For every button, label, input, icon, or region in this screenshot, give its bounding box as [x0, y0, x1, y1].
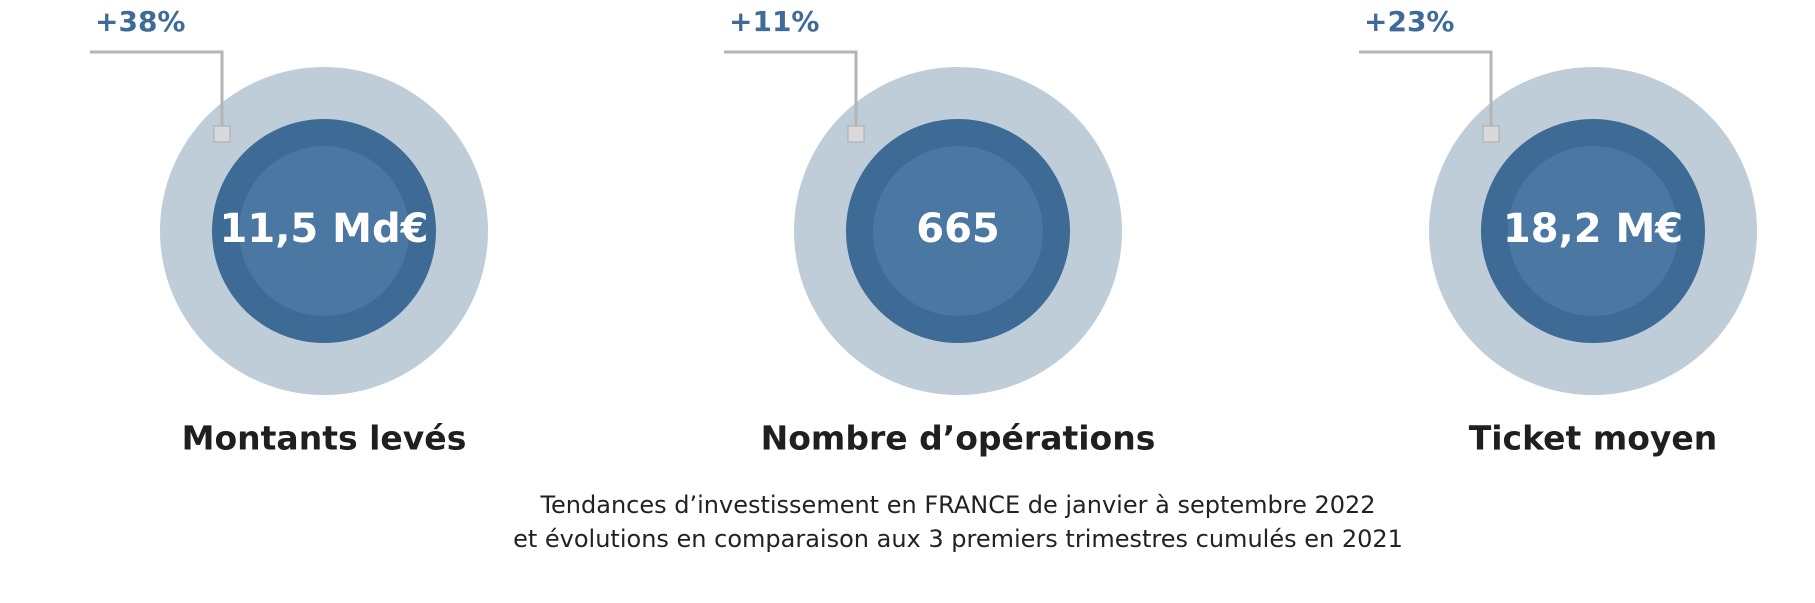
- kpi: +38% 11,5 Md€ Montants levés: [90, 5, 488, 458]
- kpi-value: 18,2 M€: [1503, 206, 1683, 252]
- marker: [213, 125, 231, 143]
- marker: [847, 125, 865, 143]
- kpi: +11% 665 Nombre d’opérations: [724, 5, 1155, 458]
- inner-disc: [873, 146, 1043, 316]
- caption-line: et évolutions en comparaison aux 3 premi…: [513, 525, 1403, 553]
- leader-line: [90, 50, 224, 126]
- marker: [1482, 125, 1500, 143]
- kpi-label: Montants levés: [182, 419, 467, 458]
- change-label: +38%: [95, 5, 185, 38]
- leader-line: [1359, 50, 1493, 126]
- caption-line: Tendances d’investissement en FRANCE de …: [539, 491, 1375, 519]
- inner-disc: [1508, 146, 1678, 316]
- kpi-value: 665: [916, 206, 1000, 252]
- kpi-value: 11,5 Md€: [220, 206, 429, 252]
- kpi-label: Ticket moyen: [1469, 419, 1718, 458]
- leader-line: [724, 50, 858, 126]
- change-label: +11%: [729, 5, 819, 38]
- change-label: +23%: [1364, 5, 1454, 38]
- kpi: +23% 18,2 M€ Ticket moyen: [1359, 5, 1757, 458]
- inner-disc: [239, 146, 409, 316]
- kpi-label: Nombre d’opérations: [761, 419, 1156, 458]
